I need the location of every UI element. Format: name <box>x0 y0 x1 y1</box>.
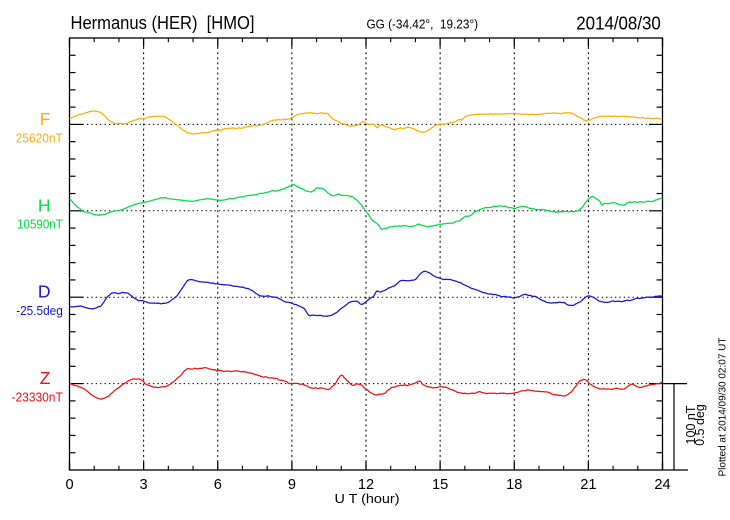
svg-text:U T (hour): U T (hour) <box>335 491 400 506</box>
svg-text:D: D <box>38 282 51 302</box>
svg-text:18: 18 <box>506 477 522 493</box>
svg-text:F: F <box>40 109 51 129</box>
svg-text:25620nT: 25620nT <box>16 130 63 145</box>
svg-text:GG (-34.42°, 19.23°): GG (-34.42°, 19.23°) <box>367 16 479 31</box>
svg-text:6: 6 <box>214 477 222 493</box>
svg-text:-25.5deg: -25.5deg <box>16 303 63 318</box>
svg-text:0.5 deg: 0.5 deg <box>693 404 707 446</box>
svg-text:12: 12 <box>358 477 374 493</box>
svg-text:Z: Z <box>40 368 51 388</box>
svg-text:100 nT: 100 nT <box>684 405 698 444</box>
svg-text:21: 21 <box>580 477 596 493</box>
svg-text:Hermanus (HER) [HMO]: Hermanus (HER) [HMO] <box>71 13 255 33</box>
svg-text:24: 24 <box>654 477 670 493</box>
svg-text:3: 3 <box>140 477 148 493</box>
svg-text:H: H <box>38 195 51 215</box>
svg-text:0: 0 <box>65 477 73 493</box>
svg-text:2014/08/30: 2014/08/30 <box>576 13 661 33</box>
svg-text:15: 15 <box>432 477 448 493</box>
svg-text:-23330nT: -23330nT <box>12 390 63 405</box>
svg-text:Plotted at 2014/09/30 02:07 UT: Plotted at 2014/09/30 02:07 UT <box>718 338 729 477</box>
svg-text:9: 9 <box>288 477 296 493</box>
svg-text:10590nT: 10590nT <box>17 217 63 232</box>
